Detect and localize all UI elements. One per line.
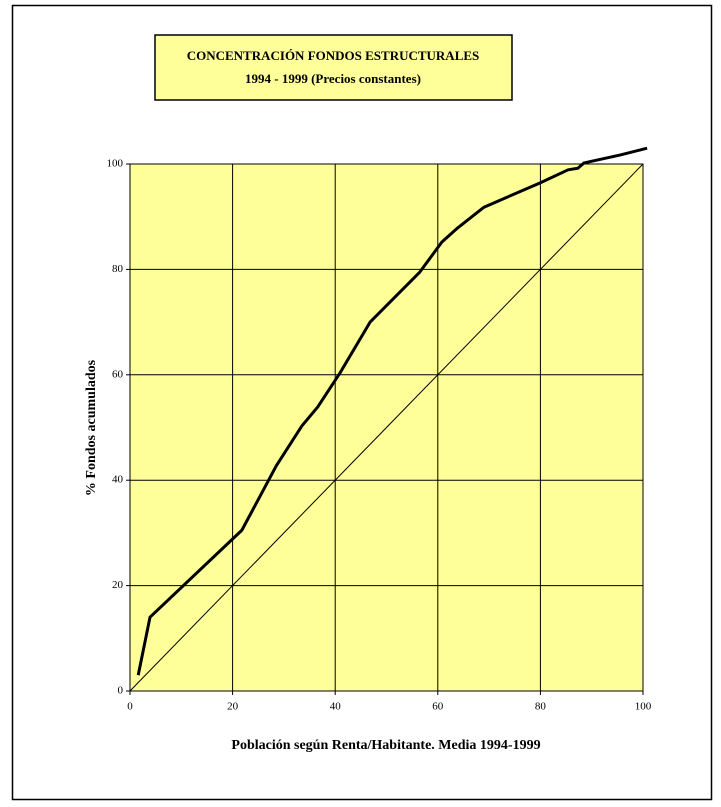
y-tick-label: 20: [112, 579, 124, 591]
y-tick-label: 40: [112, 474, 124, 486]
y-axis-label: % Fondos acumulados: [84, 359, 99, 496]
x-axis-label: Población según Renta/Habitante. Media 1…: [231, 738, 540, 753]
y-tick-label: 0: [118, 685, 124, 697]
x-tick-label: 40: [330, 701, 342, 713]
x-tick-label: 80: [535, 701, 547, 713]
x-tick-label: 0: [127, 701, 133, 713]
x-tick-label: 60: [432, 701, 444, 713]
series-line: [136, 146, 648, 676]
y-tick-label: 60: [112, 368, 124, 380]
x-tick-label: 100: [635, 701, 652, 713]
title-box: [154, 34, 513, 101]
x-tick-label: 20: [227, 701, 239, 713]
y-tick-label: 80: [112, 263, 124, 275]
chart-title: CONCENTRACIÓN FONDOS ESTRUCTURALES: [187, 48, 480, 63]
y-tick-label: 100: [107, 158, 124, 170]
chart-subtitle: 1994 - 1999 (Precios constantes): [245, 71, 421, 86]
series-line: [129, 163, 644, 692]
plot-border: [129, 163, 644, 692]
